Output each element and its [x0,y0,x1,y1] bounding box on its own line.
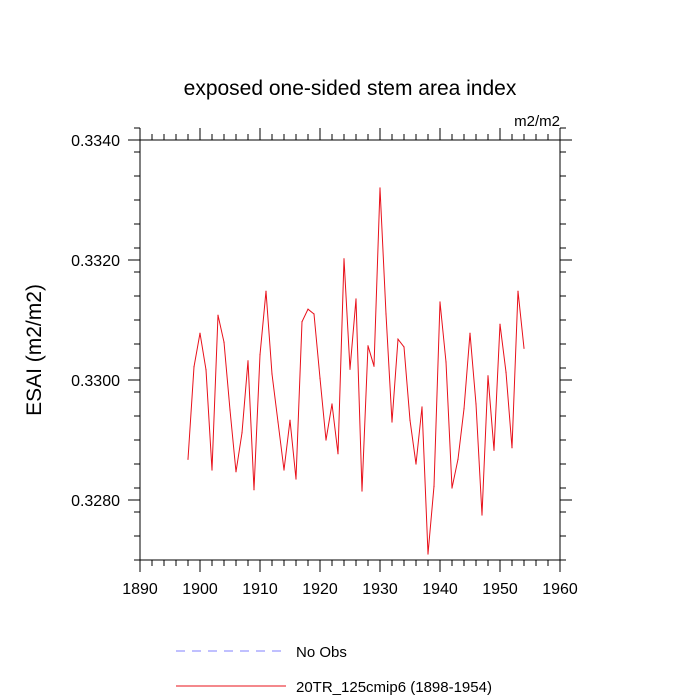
data-point [397,338,399,340]
plot-frame [139,139,561,561]
data-point [493,449,495,451]
x-tick-label: 1930 [362,581,398,598]
data-point [187,458,189,460]
data-point [319,377,321,379]
data-point [325,439,327,441]
data-point [271,373,273,375]
data-point [481,514,483,516]
data-point [523,347,525,349]
data-point [199,332,201,334]
data-point [253,489,255,491]
data-point [469,332,471,334]
x-tick-label: 1940 [422,581,458,598]
data-point [223,341,225,343]
data-point [487,375,489,377]
x-tick-label: 1960 [542,581,578,598]
data-point [361,490,363,492]
data-point [475,403,477,405]
data-point [505,371,507,373]
data-point [313,313,315,315]
units-label: m2/m2 [514,113,560,130]
data-point [283,469,285,471]
data-point [343,258,345,260]
data-point [415,463,417,465]
data-point [289,419,291,421]
data-point [295,478,297,480]
x-tick-label: 1910 [242,581,278,598]
data-point [517,290,519,292]
data-point [427,553,429,555]
tick-labels: 1890 1900 1910 1920 1930 1940 1950 1960 0.3280 0.… [71,133,578,598]
axis-ticks [128,127,572,572]
y-tick-label: 0.3300 [71,373,120,390]
series-line-1 [187,187,525,555]
data-point [241,432,243,434]
data-point [193,366,195,368]
data-point [301,321,303,323]
x-tick-label: 1890 [122,581,158,598]
data-point [211,469,213,471]
legend-label-no-obs: No Obs [296,644,347,661]
x-tick-label: 1900 [182,581,218,598]
data-point [229,409,231,411]
legend: No Obs 20TR_125cmip6 (1898-1954) [176,644,492,696]
y-tick-label: 0.3340 [71,133,120,150]
data-point [367,345,369,347]
data-point [421,406,423,408]
data-point [457,458,459,460]
data-point [259,354,261,356]
data-point [235,471,237,473]
data-point [205,369,207,371]
data-point [265,290,267,292]
chart-title: exposed one-sided stem area index [184,77,517,100]
data-point [451,487,453,489]
data-point [439,301,441,303]
data-point [331,403,333,405]
data-point [379,187,381,189]
data-point [511,447,513,449]
data-point [217,314,219,316]
data-point [277,421,279,423]
x-tick-label: 1950 [482,581,518,598]
data-point [349,368,351,370]
data-point [385,313,387,315]
data-point [409,419,411,421]
data-point [373,365,375,367]
data-point [403,346,405,348]
data-point [307,308,309,310]
data-point [433,485,435,487]
y-tick-label: 0.3320 [71,253,120,270]
series-lines [187,187,525,555]
data-point [463,408,465,410]
y-tick-label: 0.3280 [71,493,120,510]
data-point [355,298,357,300]
data-point [445,361,447,363]
data-point [337,453,339,455]
data-point [391,421,393,423]
data-point [247,360,249,362]
data-point [499,323,501,325]
x-tick-label: 1920 [302,581,338,598]
y-axis-label: ESAI (m2/m2) [23,284,46,416]
legend-label-20tr: 20TR_125cmip6 (1898-1954) [296,679,492,696]
